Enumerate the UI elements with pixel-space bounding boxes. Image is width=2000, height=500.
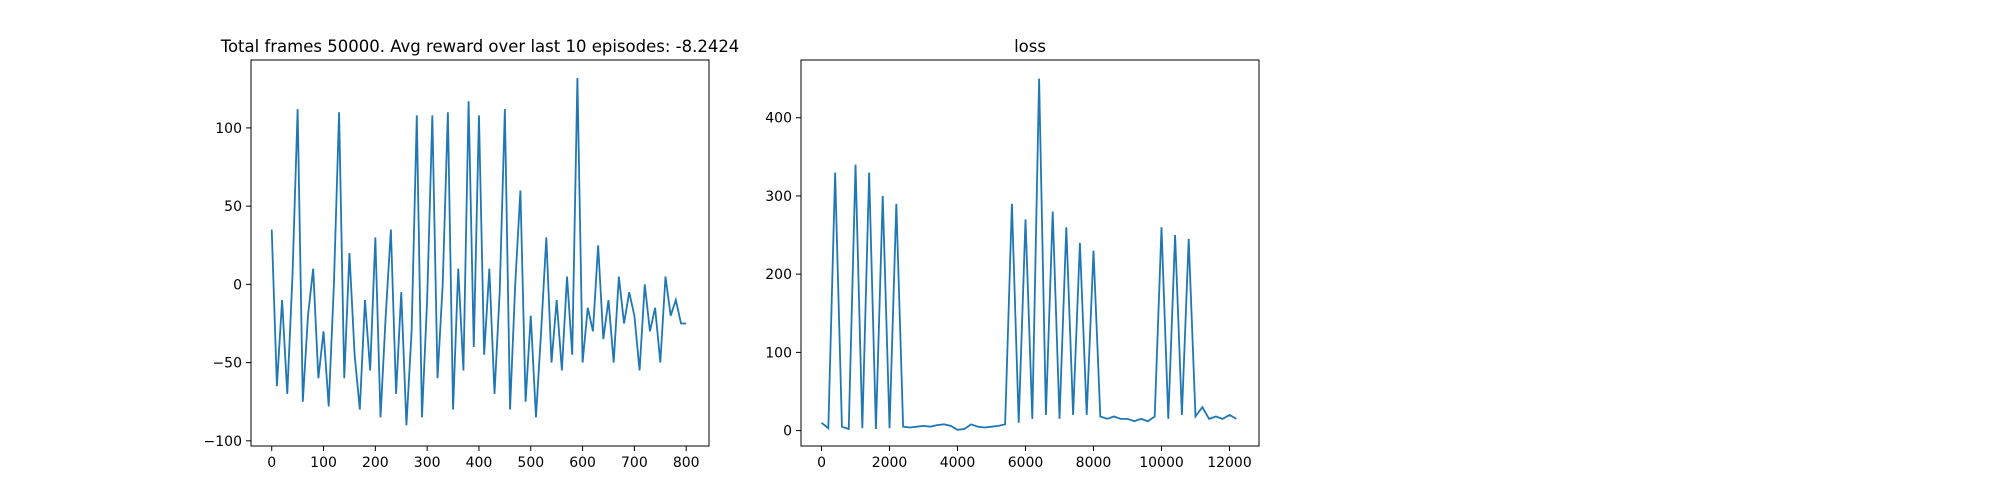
x-tick-label: 8000 [1076, 455, 1112, 471]
y-tick-label: 300 [765, 189, 792, 205]
y-tick-label: 50 [224, 199, 242, 215]
chart-title: Total frames 50000. Avg reward over last… [220, 37, 740, 56]
axes-frame [250, 59, 710, 447]
series-line [820, 78, 1237, 431]
y-tick-label: 100 [215, 121, 242, 137]
x-tick-label: 12000 [1207, 455, 1252, 471]
x-tick-label: 600 [569, 455, 596, 471]
x-tick-label: 100 [310, 455, 337, 471]
y-tick-label: −100 [204, 434, 242, 450]
y-tick-label: 100 [765, 345, 792, 361]
y-tick-label: −50 [212, 356, 242, 372]
x-tick-label: 500 [517, 455, 544, 471]
x-tick-label: 6000 [1008, 455, 1044, 471]
x-tick-label: 800 [673, 455, 700, 471]
x-tick-label: 10000 [1139, 455, 1184, 471]
x-tick-label: 2000 [872, 455, 908, 471]
y-tick-label: 200 [765, 267, 792, 283]
x-tick-label: 400 [466, 455, 493, 471]
x-tick-label: 200 [362, 455, 389, 471]
series-line [270, 77, 687, 426]
x-tick-label: 300 [414, 455, 441, 471]
y-tick-label: 0 [783, 424, 792, 440]
axes-frame [800, 59, 1260, 447]
y-tick-label: 0 [233, 277, 242, 293]
y-tick-label: 400 [765, 111, 792, 127]
x-tick-label: 0 [267, 455, 276, 471]
x-tick-label: 700 [621, 455, 648, 471]
x-tick-label: 0 [817, 455, 826, 471]
x-tick-label: 4000 [940, 455, 976, 471]
chart-title: loss [1014, 37, 1046, 56]
